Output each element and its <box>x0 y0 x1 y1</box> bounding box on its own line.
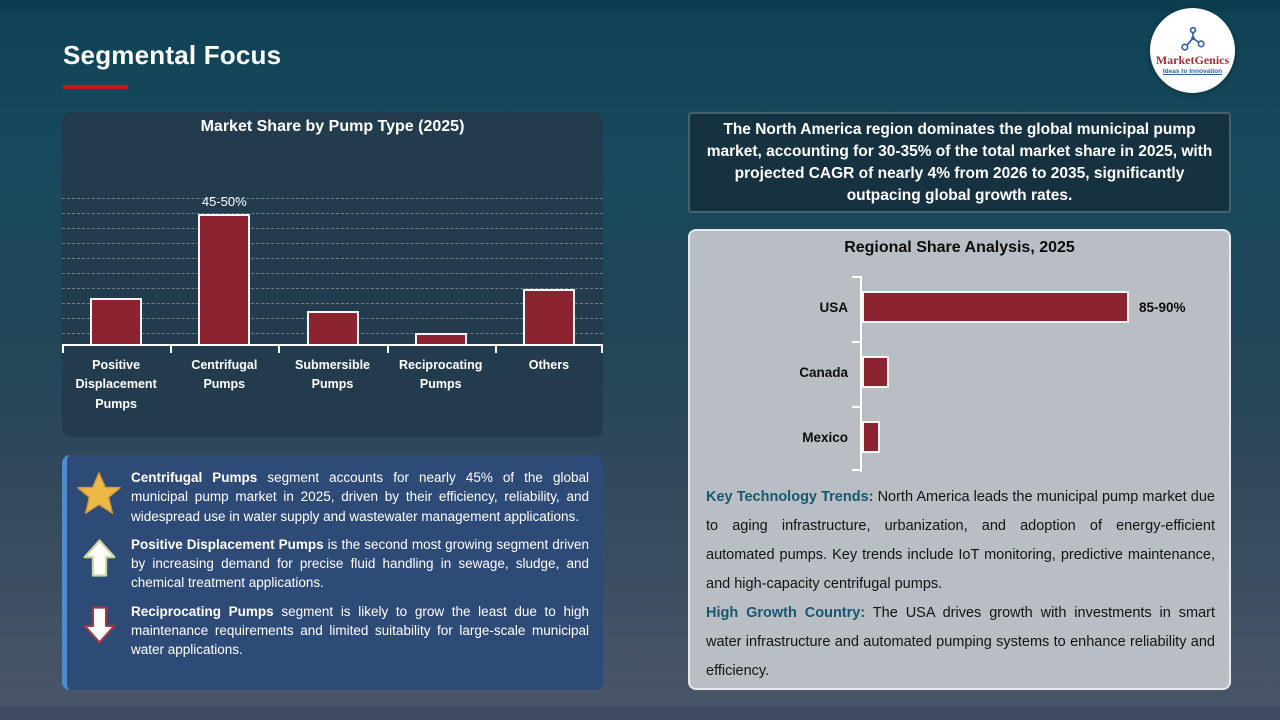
region-row-mexico: Mexico <box>690 406 1229 471</box>
insights-callout-panel: Centrifugal Pumps segment accounts for n… <box>62 455 603 690</box>
category-label: Others <box>528 358 570 372</box>
company-logo: MarketGenics Ideas to Innovation <box>1150 8 1235 93</box>
bar-submersible-pumps <box>306 311 359 344</box>
insight-text: Reciprocating Pumps segment is likely to… <box>131 602 589 660</box>
regional-chart: USA 85-90% Canada Mexico <box>690 276 1229 472</box>
insight-body: segment accounts for nearly 45% of the g… <box>131 470 589 524</box>
down-arrow-icon <box>75 602 123 660</box>
bar-canada <box>862 356 889 388</box>
pump-chart-panel: Market Share by Pump Type (2025) 45-50% … <box>62 112 603 437</box>
category-label: Reciprocating Pumps <box>399 358 483 392</box>
growth-label: High Growth Country: <box>706 605 866 621</box>
brand-name: MarketGenics <box>1155 53 1230 67</box>
gridline <box>62 258 603 259</box>
regional-chart-title: Regional Share Analysis, 2025 <box>844 239 1075 256</box>
insight-lead: Positive Displacement Pumps <box>131 536 324 552</box>
axis-tick <box>601 346 603 353</box>
region-row-canada: Canada <box>690 341 1229 406</box>
insight-text: Centrifugal Pumps segment accounts for n… <box>131 468 589 526</box>
star-icon <box>75 468 123 526</box>
insight-body: is the second most growing segment drive… <box>131 536 589 591</box>
gridline <box>62 243 603 244</box>
highlight-text: The North America region dominates the g… <box>706 120 1213 204</box>
trends-label: Key Technology Trends: <box>706 489 874 505</box>
bar-value-label: 85-90% <box>1139 299 1186 315</box>
gridline <box>62 273 603 274</box>
axis-tick <box>170 346 173 353</box>
bar-value-label: 45-50% <box>201 194 247 209</box>
axis-tick <box>278 346 281 353</box>
title-underline <box>63 85 128 89</box>
regional-panel: Regional Share Analysis, 2025 USA 85-90% C… <box>688 229 1231 690</box>
bottom-accent-strip <box>0 706 1280 720</box>
axis-tick <box>386 346 389 353</box>
gridline <box>62 303 603 304</box>
top-accent-strip <box>0 0 1280 12</box>
axis-tick <box>852 406 860 408</box>
regional-commentary: Key Technology Trends: North America lea… <box>706 483 1215 686</box>
category-label: Positive Displacement Pumps <box>75 358 157 411</box>
gridline <box>62 228 603 229</box>
gridline <box>62 213 603 214</box>
region-label: Mexico <box>802 429 848 445</box>
bar-mexico <box>862 421 880 453</box>
axis-tick <box>852 276 860 278</box>
pump-chart-x-axis <box>62 344 603 353</box>
axis-tick <box>852 469 860 471</box>
insight-lead: Centrifugal Pumps <box>131 470 258 485</box>
pump-chart-plot: 45-50% <box>62 194 603 344</box>
pump-chart-title: Market Share by Pump Type (2025) <box>200 118 465 135</box>
page-title: Segmental Focus <box>63 40 282 70</box>
region-label: USA <box>819 299 848 315</box>
bar-centrifugal-pumps <box>198 214 251 344</box>
highlight-box: The North America region dominates the g… <box>688 112 1231 213</box>
bar-reciprocating-pumps <box>414 333 467 344</box>
axis-tick <box>852 341 860 343</box>
axis-tick <box>494 346 497 353</box>
insight-row-positive-displacement: Positive Displacement Pumps is the secon… <box>75 535 589 593</box>
pump-chart-category-labels: Positive Displacement Pumps Centrifugal … <box>62 356 603 414</box>
up-arrow-icon <box>75 535 123 593</box>
region-row-usa: USA 85-90% <box>690 276 1229 341</box>
axis-tick <box>62 346 64 353</box>
bar-positive-displacement-pumps <box>90 298 143 344</box>
insight-row-reciprocating: Reciprocating Pumps segment is likely to… <box>75 602 589 660</box>
bar-others <box>522 289 575 344</box>
regional-chart-y-axis <box>852 276 862 472</box>
region-label: Canada <box>799 364 848 380</box>
insight-row-centrifugal: Centrifugal Pumps segment accounts for n… <box>75 468 589 526</box>
gridline <box>62 198 603 199</box>
molecule-icon <box>1180 26 1205 51</box>
category-label: Submersible Pumps <box>294 358 371 392</box>
category-label: Centrifugal Pumps <box>191 358 258 392</box>
insight-body: segment is likely to grow the least due … <box>131 603 590 658</box>
gridline <box>62 288 603 289</box>
insight-text: Positive Displacement Pumps is the secon… <box>131 535 589 593</box>
trends-text: North America leads the municipal pump m… <box>706 489 1215 592</box>
insight-lead: Reciprocating Pumps <box>131 603 274 619</box>
brand-tagline: Ideas to Innovation <box>1162 68 1223 75</box>
bar-usa <box>862 291 1129 323</box>
growth-text: The USA drives growth with investments i… <box>706 605 1215 679</box>
